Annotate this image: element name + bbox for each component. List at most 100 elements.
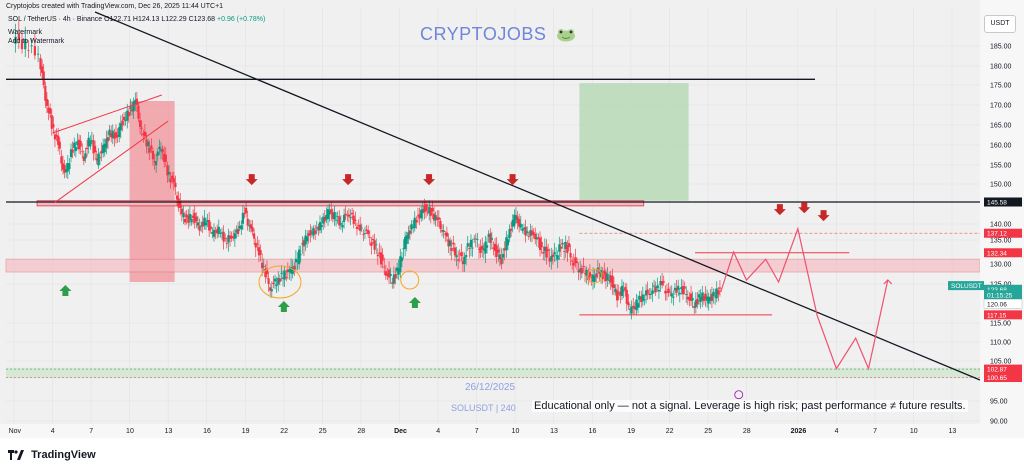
candle-body <box>106 137 110 142</box>
candle-body <box>211 232 214 234</box>
candle-body <box>469 239 473 248</box>
candle-body <box>646 289 649 294</box>
candles-group <box>14 20 722 320</box>
price-axis[interactable]: 185.00 180.00 175.00 170.00 165.00 160.00 155.… <box>948 0 1024 438</box>
price-tag-label: SOLUSDT <box>951 283 982 290</box>
candle-body <box>124 119 127 121</box>
candle-body <box>444 233 447 235</box>
candle-body <box>90 140 94 141</box>
candle-body <box>606 274 609 281</box>
candle-body <box>198 225 201 231</box>
watermark-label: Watermark <box>8 29 42 36</box>
candle-body <box>701 292 704 301</box>
footer-bar: TradingView <box>0 438 1024 472</box>
candle-body <box>264 268 267 278</box>
currency-button[interactable]: USDT <box>984 15 1016 33</box>
candle-body <box>477 248 481 250</box>
candle-body <box>365 229 368 231</box>
candle-body <box>204 222 208 226</box>
price-tag <box>948 281 984 291</box>
candle-body <box>546 249 550 252</box>
candle-body <box>318 222 322 231</box>
candle-body <box>402 248 405 250</box>
candle-body <box>291 267 294 275</box>
candle-body <box>502 253 505 258</box>
candle-body <box>484 241 487 254</box>
candle-body <box>148 148 151 153</box>
candle-body <box>572 262 575 266</box>
candle-body <box>230 235 233 239</box>
x-tick-label: 13 <box>550 428 558 435</box>
candle-body <box>657 290 661 292</box>
candle-body <box>354 219 357 222</box>
candle-body <box>591 274 595 282</box>
candle-body <box>622 289 625 292</box>
candle-body <box>675 287 678 293</box>
candle-body <box>41 66 44 73</box>
candle-body <box>442 230 445 233</box>
candle-body <box>314 230 317 234</box>
candle-body <box>651 290 654 295</box>
symbol-watermark: SOLUSDT | 240 <box>451 403 516 413</box>
candle-body <box>677 285 680 290</box>
candle-body <box>588 271 591 277</box>
candle-body <box>302 240 306 247</box>
candle-body <box>683 286 686 289</box>
candle-body <box>172 178 175 183</box>
price-tag-label: 117.15 <box>987 312 1007 319</box>
x-tick-label: 4 <box>51 428 55 435</box>
time-axis[interactable]: Nov 4 7 10 13 16 19 22 25 28 Dec 4 7 10 13 16 19 22 25 28 20… <box>0 424 980 438</box>
y-tick-label: 150.00 <box>990 182 1012 189</box>
candle-body <box>134 99 137 104</box>
y-tick-label: 105.00 <box>990 359 1012 366</box>
candle-body <box>652 285 656 287</box>
candle-body <box>448 240 452 247</box>
candle-body <box>561 243 564 245</box>
candle-body <box>500 257 503 265</box>
candle-body <box>161 148 164 153</box>
candle-body <box>543 246 546 252</box>
candle-body <box>140 127 143 129</box>
candle-body <box>322 216 325 224</box>
candle-body <box>510 228 513 231</box>
candle-body <box>688 296 691 301</box>
candle-body <box>659 281 662 285</box>
candle-body <box>662 281 665 283</box>
candle-body <box>216 229 219 234</box>
x-tick-label: 22 <box>280 428 288 435</box>
candle-body <box>100 150 103 154</box>
candle-body <box>261 262 264 269</box>
candle-body <box>355 226 359 230</box>
candle-body <box>416 215 420 217</box>
candle-body <box>159 149 163 152</box>
candle-body <box>699 296 702 302</box>
candle-body <box>87 137 90 147</box>
sell-arrow-icon <box>342 174 355 186</box>
candle-body <box>309 230 312 236</box>
x-tick-label: 22 <box>666 428 674 435</box>
candle-body <box>535 237 538 240</box>
x-tick-label: 19 <box>242 428 250 435</box>
candle-body <box>275 284 278 286</box>
event-marker-icon[interactable] <box>734 390 744 400</box>
candle-body <box>277 277 280 285</box>
candle-body <box>461 261 465 265</box>
candle-body <box>492 247 495 249</box>
tradingview-brand[interactable]: TradingView <box>8 449 96 461</box>
candle-body <box>254 242 257 248</box>
candle-body <box>30 45 33 47</box>
candle-body <box>156 151 159 156</box>
candle-body <box>357 225 360 226</box>
buy-arrow-icon <box>59 285 72 296</box>
candle-body <box>710 293 714 301</box>
candle-body <box>616 290 619 301</box>
candle-body <box>39 58 42 70</box>
candle-body <box>127 112 130 117</box>
candle-body <box>285 277 288 278</box>
candle-body <box>582 265 585 267</box>
candle-body <box>119 123 122 131</box>
candle-body <box>654 286 657 293</box>
price-tag <box>984 290 1022 300</box>
candle-body <box>286 269 289 273</box>
